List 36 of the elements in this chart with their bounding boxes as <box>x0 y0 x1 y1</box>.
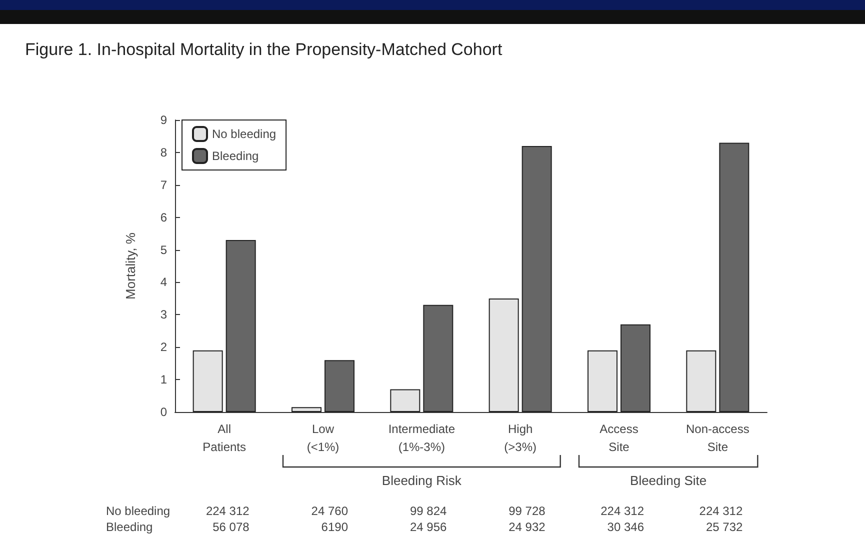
y-tick-label: 6 <box>160 210 168 224</box>
x-tick-label: Access Site <box>600 422 638 454</box>
text: No bleeding <box>106 504 170 518</box>
text: 24 956 <box>410 520 447 534</box>
legend-label: Bleeding <box>212 149 259 163</box>
text: 24 932 <box>508 520 546 534</box>
y-tick-label: 3 <box>160 308 168 322</box>
text: 99 824 <box>410 504 447 518</box>
text: 56 078 <box>212 520 250 534</box>
text: Bleeding <box>106 520 153 534</box>
y-tick-label: 9 <box>160 113 168 127</box>
x-tick-label: Intermediate (1%-3%) <box>388 422 456 454</box>
text: 224 312 <box>600 504 644 518</box>
y-tick-label: 7 <box>160 178 168 192</box>
y-axis-title: Mortality, % <box>123 232 138 300</box>
legend-label: No bleeding <box>212 127 276 141</box>
text: 224 312 <box>699 504 743 518</box>
text: Bleeding Site <box>630 473 707 488</box>
x-tick-label: Low (<1%) <box>306 422 340 454</box>
chart-title: Figure 1. In-hospital Mortality in the Propensity-Matched Cohort <box>25 40 502 59</box>
x-tick-label: High (>3%) <box>504 422 537 454</box>
x-tick-label: All Patients <box>202 422 246 454</box>
y-tick-label: 0 <box>160 405 168 419</box>
y-tick-label: 4 <box>160 275 168 290</box>
text: 99 728 <box>508 504 546 518</box>
y-tick-label: 5 <box>160 242 168 257</box>
y-tick-label: 2 <box>160 340 168 354</box>
text: 6190 <box>321 520 348 534</box>
x-tick-label: Non-access Site <box>686 422 750 454</box>
y-tick-label: 8 <box>160 145 168 160</box>
text: Bleeding Risk <box>382 473 462 488</box>
text: 30 346 <box>607 520 644 534</box>
text: 24 760 <box>311 504 348 518</box>
text: 224 312 <box>206 504 250 518</box>
y-tick-label: 1 <box>160 372 168 387</box>
text: 25 732 <box>706 520 743 534</box>
